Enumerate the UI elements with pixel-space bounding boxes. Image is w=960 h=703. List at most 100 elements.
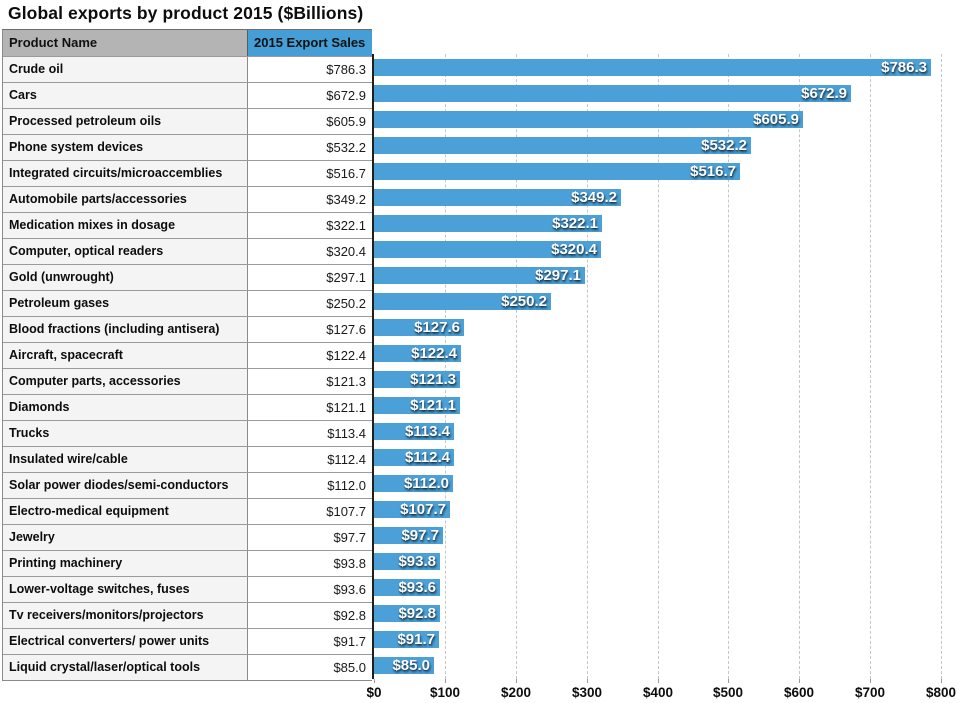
export-sales-cell: $297.1 xyxy=(248,265,372,290)
table-header-row: Product Name 2015 Export Sales xyxy=(3,30,372,56)
product-name-cell: Integrated circuits/microaccemblies xyxy=(3,161,248,186)
axis-tick xyxy=(799,679,800,683)
bar: $92.8 xyxy=(374,605,440,622)
export-sales-cell: $672.9 xyxy=(248,83,372,108)
bar-value-label: $91.7 xyxy=(397,631,435,648)
export-sales-cell: $786.3 xyxy=(248,57,372,82)
axis-tick xyxy=(941,679,942,683)
y-axis-line xyxy=(372,54,374,679)
bar: $250.2 xyxy=(374,293,551,310)
bar: $93.6 xyxy=(374,579,440,596)
table-row: Insulated wire/cable $112.4 xyxy=(3,446,372,472)
table-row: Aircraft, spacecraft $122.4 xyxy=(3,342,372,368)
x-axis-tick-label: $300 xyxy=(571,685,603,700)
bar-value-label: $322.1 xyxy=(552,215,598,232)
bar: $297.1 xyxy=(374,267,585,284)
bar: $672.9 xyxy=(374,85,851,102)
product-name-cell: Tv receivers/monitors/projectors xyxy=(3,603,248,628)
product-name-cell: Cars xyxy=(3,83,248,108)
x-axis-tick-label: $600 xyxy=(783,685,815,700)
column-header-product-name: Product Name xyxy=(3,30,248,56)
export-sales-cell: $113.4 xyxy=(248,421,372,446)
x-axis-tick-label: $100 xyxy=(429,685,461,700)
bar: $112.0 xyxy=(374,475,453,492)
table-row: Solar power diodes/semi-conductors $112.0 xyxy=(3,472,372,498)
gridline xyxy=(728,54,729,679)
table-row: Gold (unwrought) $297.1 xyxy=(3,264,372,290)
gridline xyxy=(870,54,871,679)
product-name-cell: Computer parts, accessories xyxy=(3,369,248,394)
export-sales-cell: $322.1 xyxy=(248,213,372,238)
bar-value-label: $297.1 xyxy=(535,267,581,284)
product-name-cell: Phone system devices xyxy=(3,135,248,160)
bar-value-label: $113.4 xyxy=(404,423,450,440)
bar-value-label: $320.4 xyxy=(551,241,597,258)
table-row: Medication mixes in dosage $322.1 xyxy=(3,212,372,238)
gridline xyxy=(516,54,517,679)
export-sales-cell: $127.6 xyxy=(248,317,372,342)
gridline xyxy=(941,54,942,679)
bar-value-label: $112.0 xyxy=(403,475,449,492)
bar: $532.2 xyxy=(374,137,751,154)
bar-value-label: $122.4 xyxy=(411,345,457,362)
bar-value-label: $516.7 xyxy=(690,163,736,180)
gridline xyxy=(445,54,446,679)
bar: $516.7 xyxy=(374,163,740,180)
table-row: Processed petroleum oils $605.9 xyxy=(3,108,372,134)
export-sales-cell: $122.4 xyxy=(248,343,372,368)
bar-value-label: $93.8 xyxy=(398,553,436,570)
bar: $786.3 xyxy=(374,59,931,76)
bar: $322.1 xyxy=(374,215,602,232)
x-axis-tick-label: $400 xyxy=(642,685,674,700)
bar-value-label: $97.7 xyxy=(401,527,439,544)
export-sales-cell: $85.0 xyxy=(248,655,372,680)
export-sales-cell: $605.9 xyxy=(248,109,372,134)
table-row: Petroleum gases $250.2 xyxy=(3,290,372,316)
export-sales-cell: $107.7 xyxy=(248,499,372,524)
bar-value-label: $349.2 xyxy=(571,189,617,206)
column-header-export-sales: 2015 Export Sales xyxy=(248,30,372,56)
export-sales-cell: $121.3 xyxy=(248,369,372,394)
bar-value-label: $121.3 xyxy=(410,371,456,388)
axis-tick xyxy=(587,679,588,683)
page-title: Global exports by product 2015 ($Billion… xyxy=(8,3,364,23)
table-row: Cars $672.9 xyxy=(3,82,372,108)
bar: $107.7 xyxy=(374,501,450,518)
export-sales-cell: $121.1 xyxy=(248,395,372,420)
table-row: Liquid crystal/laser/optical tools $85.0 xyxy=(3,654,372,680)
axis-tick xyxy=(728,679,729,683)
product-name-cell: Medication mixes in dosage xyxy=(3,213,248,238)
export-sales-cell: $320.4 xyxy=(248,239,372,264)
product-name-cell: Aircraft, spacecraft xyxy=(3,343,248,368)
bar-value-label: $107.7 xyxy=(400,501,446,518)
bar-value-label: $85.0 xyxy=(392,657,430,674)
table-row: Tv receivers/monitors/projectors $92.8 xyxy=(3,602,372,628)
export-sales-cell: $532.2 xyxy=(248,135,372,160)
product-name-cell: Solar power diodes/semi-conductors xyxy=(3,473,248,498)
product-name-cell: Electrical converters/ power units xyxy=(3,629,248,654)
product-name-cell: Gold (unwrought) xyxy=(3,265,248,290)
bar-value-label: $92.8 xyxy=(398,605,436,622)
table-row: Computer parts, accessories $121.3 xyxy=(3,368,372,394)
product-name-cell: Printing machinery xyxy=(3,551,248,576)
bar-value-label: $532.2 xyxy=(701,137,747,154)
bar: $122.4 xyxy=(374,345,461,362)
product-name-cell: Petroleum gases xyxy=(3,291,248,316)
export-sales-cell: $112.0 xyxy=(248,473,372,498)
export-sales-cell: $97.7 xyxy=(248,525,372,550)
bar-chart: $786.3 $672.9 $605.9 $532.2 $516.7 $349.2 $322… xyxy=(374,54,960,679)
product-name-cell: Electro-medical equipment xyxy=(3,499,248,524)
bar: $605.9 xyxy=(374,111,803,128)
export-sales-cell: $93.6 xyxy=(248,577,372,602)
table-body: Crude oil $786.3 Cars $672.9 Processed petro… xyxy=(3,56,372,680)
product-name-cell: Processed petroleum oils xyxy=(3,109,248,134)
bar-value-label: $127.6 xyxy=(414,319,460,336)
bar: $97.7 xyxy=(374,527,443,544)
table-row: Integrated circuits/microaccemblies $516.… xyxy=(3,160,372,186)
product-name-cell: Lower-voltage switches, fuses xyxy=(3,577,248,602)
bar-value-label: $250.2 xyxy=(501,293,547,310)
table-row: Diamonds $121.1 xyxy=(3,394,372,420)
axis-tick xyxy=(445,679,446,683)
x-axis: $0 $100 $200 $300 $400 $500 $600 $700 $800 xyxy=(366,679,960,703)
table-row: Electrical converters/ power units $91.7 xyxy=(3,628,372,654)
